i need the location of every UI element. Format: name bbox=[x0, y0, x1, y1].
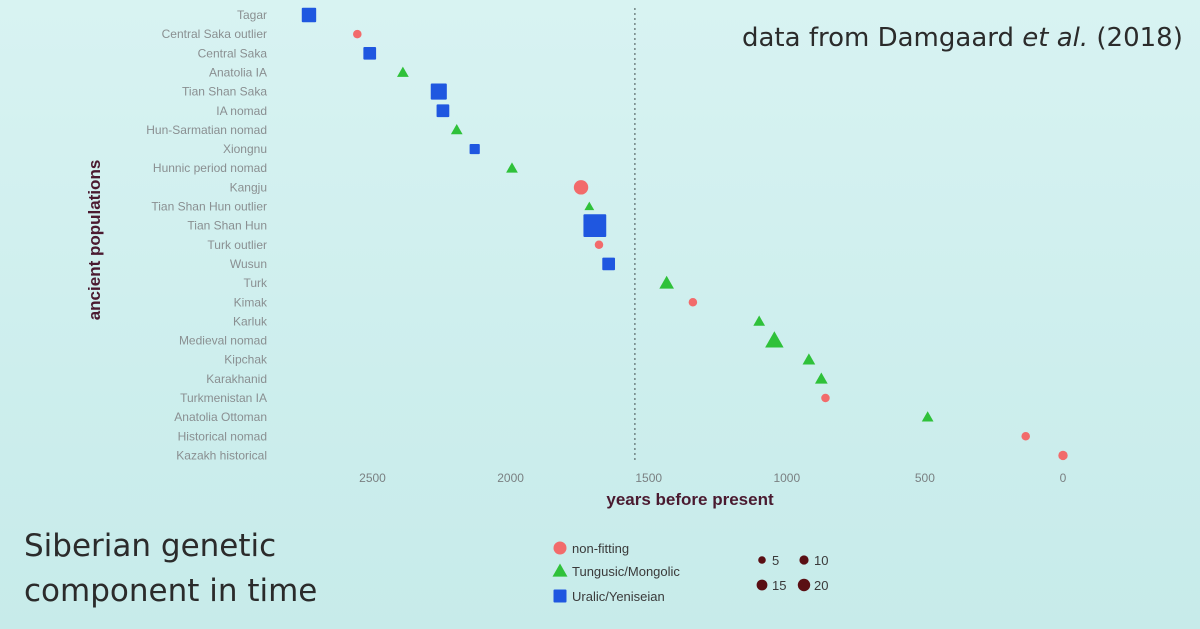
caption-line-2: component in time bbox=[24, 573, 317, 609]
data-point bbox=[594, 240, 604, 250]
size-legend-marker bbox=[758, 556, 766, 564]
y-tick-label: IA nomad bbox=[216, 104, 267, 118]
data-point bbox=[802, 353, 816, 365]
y-tick-label: Hun-Sarmatian nomad bbox=[146, 123, 267, 137]
x-tick-label: 500 bbox=[915, 471, 935, 485]
data-point bbox=[753, 315, 766, 326]
x-tick-label: 2000 bbox=[497, 471, 524, 485]
legend-label: non-fitting bbox=[572, 541, 629, 556]
size-legend-label: 10 bbox=[814, 553, 828, 568]
data-point bbox=[688, 297, 698, 307]
y-tick-label: Tagar bbox=[237, 8, 267, 22]
x-tick-label: 1000 bbox=[773, 471, 800, 485]
data-point bbox=[765, 331, 784, 348]
size-legend-label: 5 bbox=[772, 553, 779, 568]
x-tick-label: 0 bbox=[1060, 471, 1067, 485]
y-tick-label: Historical nomad bbox=[178, 429, 267, 443]
legend-label: Uralic/Yeniseian bbox=[572, 589, 665, 604]
data-point bbox=[1021, 432, 1030, 441]
data-point bbox=[353, 29, 362, 39]
y-tick-label: Turk bbox=[243, 276, 268, 290]
size-legend-marker bbox=[799, 555, 809, 565]
legend-label: Tungusic/Mongolic bbox=[572, 564, 680, 579]
y-tick-label: Hunnic period nomad bbox=[153, 161, 267, 175]
group-legend: non-fitting Tungusic/Mongolic Uralic/Yenis… bbox=[552, 541, 680, 604]
data-point bbox=[573, 180, 589, 195]
y-tick-label: Turk outlier bbox=[207, 238, 267, 252]
size-legend-marker bbox=[756, 579, 768, 591]
y-tick-label: Anatolia Ottoman bbox=[174, 410, 267, 424]
data-point bbox=[506, 162, 518, 173]
y-tick-label: Kangju bbox=[230, 180, 267, 194]
x-tick-labels: 2500 2000 1500 1000 500 0 bbox=[359, 471, 1067, 485]
data-point bbox=[659, 275, 674, 289]
y-tick-labels: Tagar Central Saka outlier Central Saka Ana… bbox=[146, 8, 268, 462]
data-point bbox=[397, 66, 409, 77]
data-point bbox=[436, 104, 450, 118]
y-axis-title: ancient populations bbox=[85, 160, 104, 321]
y-tick-label: Central Saka outlier bbox=[162, 27, 267, 41]
data-point bbox=[1058, 450, 1068, 461]
data-point bbox=[584, 201, 595, 211]
y-tick-label: Tian Shan Hun outlier bbox=[151, 200, 267, 214]
y-tick-label: Anatolia IA bbox=[209, 65, 267, 79]
data-point bbox=[430, 83, 447, 100]
data-point bbox=[301, 7, 317, 23]
size-legend-label: 15 bbox=[772, 578, 786, 593]
data-point bbox=[921, 411, 934, 422]
source-annotation: data from Damgaard et al. (2018) bbox=[742, 23, 1183, 53]
caption-line-1: Siberian genetic bbox=[24, 528, 276, 564]
data-point bbox=[814, 372, 828, 384]
size-legend: 5 10 15 20 bbox=[756, 553, 828, 593]
y-tick-label: Kipchak bbox=[224, 353, 268, 367]
x-axis-title: years before present bbox=[606, 490, 774, 509]
y-tick-label: Wusun bbox=[230, 257, 267, 271]
y-tick-label: Turkmenistan IA bbox=[180, 391, 267, 405]
y-tick-label: Tian Shan Saka bbox=[182, 85, 267, 99]
legend-marker bbox=[553, 541, 567, 555]
y-tick-label: Tian Shan Hun bbox=[187, 219, 267, 233]
data-point bbox=[583, 214, 607, 238]
legend-marker bbox=[552, 563, 568, 577]
data-point bbox=[469, 143, 480, 155]
y-tick-label: Kazakh historical bbox=[176, 448, 267, 462]
size-legend-marker bbox=[797, 578, 811, 592]
y-tick-label: Karakhanid bbox=[206, 372, 267, 386]
data-points bbox=[301, 7, 1068, 461]
x-tick-label: 1500 bbox=[635, 471, 662, 485]
y-tick-label: Central Saka bbox=[198, 46, 268, 60]
x-tick-label: 2500 bbox=[359, 471, 386, 485]
data-point bbox=[450, 124, 463, 135]
y-tick-label: Karluk bbox=[233, 314, 268, 328]
size-legend-label: 20 bbox=[814, 578, 828, 593]
data-point bbox=[363, 46, 377, 60]
data-point bbox=[602, 257, 616, 271]
y-tick-label: Xiongnu bbox=[223, 142, 267, 156]
data-point bbox=[821, 393, 830, 403]
y-tick-label: Medieval nomad bbox=[179, 334, 267, 348]
legend-marker bbox=[553, 589, 567, 603]
y-tick-label: Kimak bbox=[234, 295, 268, 309]
